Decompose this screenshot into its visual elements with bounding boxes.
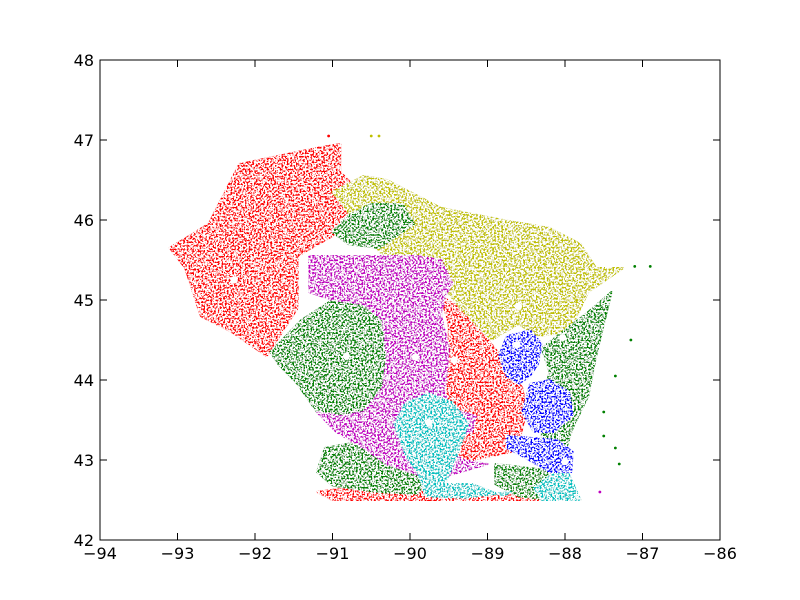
cluster-region: [498, 329, 543, 385]
y-tick-label: 44: [74, 371, 94, 390]
cluster-regions: [168, 143, 625, 501]
cluster-region: [521, 379, 574, 433]
x-tick-label: −88: [548, 544, 582, 563]
x-tick-label: −87: [626, 544, 660, 563]
x-tick-label: −90: [393, 544, 427, 563]
data-point: [602, 410, 606, 414]
cluster-region: [505, 435, 574, 473]
data-point: [629, 338, 633, 342]
data-point: [633, 265, 637, 268]
data-point: [648, 265, 652, 268]
centroid-point: [513, 341, 521, 349]
x-tick-label: −93: [161, 544, 195, 563]
data-point: [575, 298, 579, 302]
data-point: [613, 374, 617, 378]
data-point: [617, 462, 621, 466]
centroid-point: [342, 352, 351, 360]
cluster-region: [393, 392, 512, 499]
centroid-point: [230, 276, 238, 284]
plot-area: [168, 134, 652, 501]
x-tick-label: −91: [316, 544, 350, 563]
data-point: [598, 490, 602, 494]
y-tick-label: 46: [74, 211, 94, 230]
data-point: [377, 134, 381, 138]
x-tick-label: −89: [471, 544, 505, 563]
centroid-point: [514, 302, 523, 310]
centroid-point: [561, 458, 569, 466]
data-point: [369, 134, 373, 138]
centroid-point: [450, 356, 458, 364]
cluster-centroids: [230, 276, 569, 466]
x-tick-label: −94: [83, 544, 117, 563]
cluster-region: [533, 467, 582, 501]
y-tick-label: 45: [74, 291, 94, 310]
data-point: [327, 134, 331, 138]
centroid-point: [559, 334, 567, 342]
y-tick-label: 42: [74, 531, 94, 550]
outlier-points: [327, 134, 652, 494]
y-axis: 42 43 44 45 46 47 48: [74, 51, 720, 550]
centroid-point: [411, 353, 420, 361]
x-axis: −94 −93 −92 −91 −90 −89 −88 −87 −86: [83, 60, 737, 563]
cluster-region: [168, 143, 365, 357]
y-tick-label: 47: [74, 131, 94, 150]
data-point: [602, 434, 606, 438]
data-point: [613, 446, 617, 450]
data-point: [548, 282, 551, 286]
y-tick-label: 43: [74, 451, 94, 470]
x-tick-label: −92: [238, 544, 272, 563]
centroid-point: [425, 418, 433, 426]
y-tick-label: 48: [74, 51, 94, 70]
x-tick-label: −86: [703, 544, 737, 563]
cluster-region: [331, 203, 415, 249]
